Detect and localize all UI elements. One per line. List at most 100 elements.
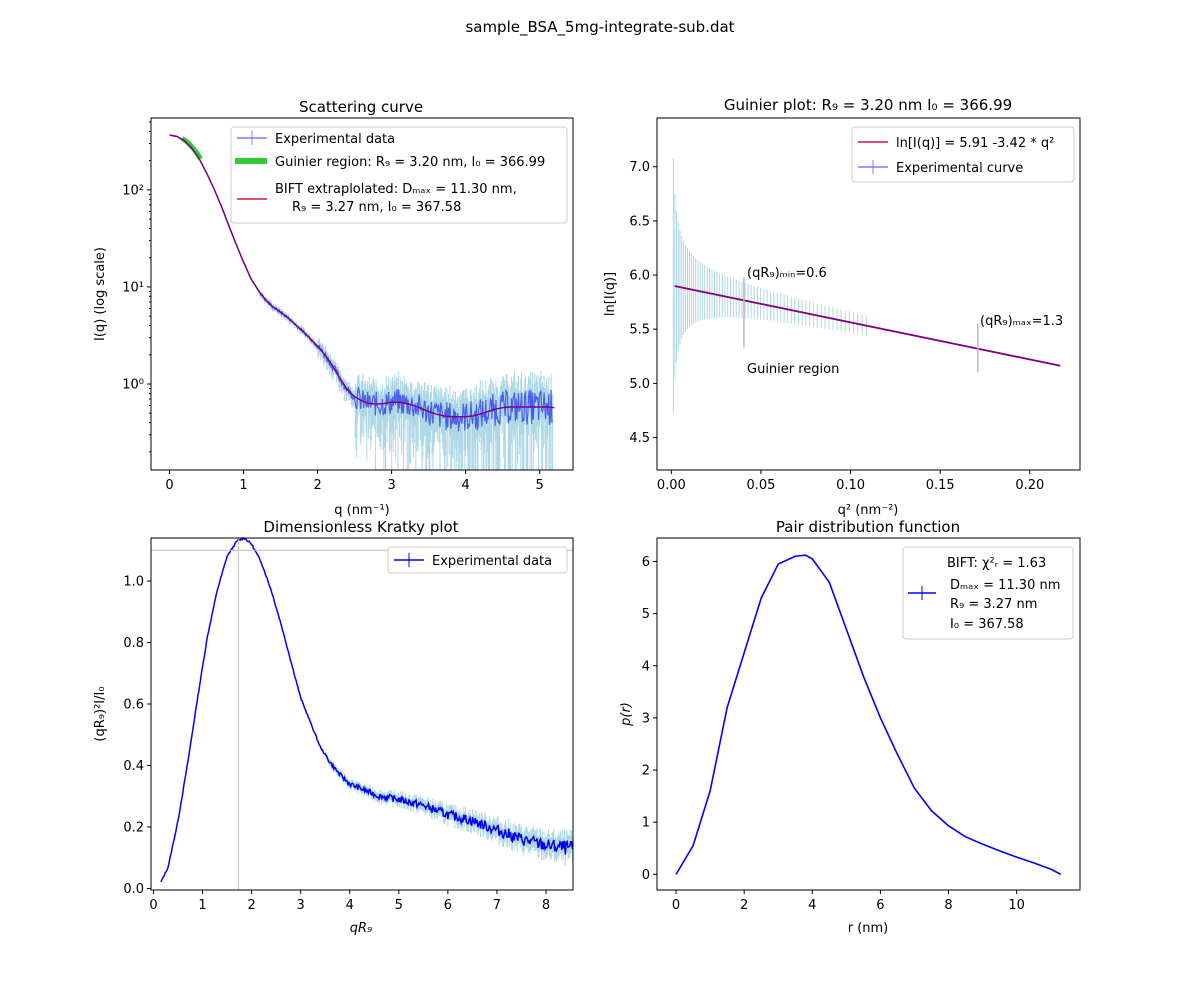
xtick-label: 2 (313, 478, 321, 493)
ytick-label: 6 (642, 555, 650, 570)
kratky-errorbars (325, 752, 573, 866)
pr-title: Pair distribution function (776, 518, 960, 536)
xtick-label: 0.10 (836, 478, 865, 493)
scattering-curve-panel: Scattering curve 0 1 2 3 4 5 10⁰ 10¹ 10² q (nm⁻¹… (93, 98, 574, 518)
series-kratky (160, 536, 574, 883)
series-guinier-region (180, 136, 203, 161)
pr-panel: Pair distribution function 0 2 4 6 8 10 0 1 2 3 4 5… (619, 518, 1081, 936)
guinier-plot-area (672, 158, 1061, 413)
legend-guinier: Guinier region: R₉ = 3.20 nm, I₀ = 366.9… (275, 155, 545, 170)
kratky-legend: Experimental data (387, 546, 568, 574)
series-guinier-fit (674, 285, 1061, 367)
xtick-label: 0 (165, 478, 173, 493)
ytick-label: 2 (642, 764, 650, 779)
legend-pr-chi: BIFT: χ²ᵣ = 1.63 (947, 556, 1046, 571)
xtick-label: 8 (944, 898, 952, 913)
legend-bift-line2: R₉ = 3.27 nm, I₀ = 367.58 (292, 200, 461, 215)
scattering-ylabel: I(q) (log scale) (93, 247, 108, 341)
legend-kratky: Experimental data (432, 554, 552, 569)
scattering-legend: Experimental data Guinier region: R₉ = 3… (230, 126, 568, 224)
guinier-panel: Guinier plot: R₉ = 3.20 nm I₀ = 366.99 0… (603, 96, 1081, 518)
series-pr (675, 554, 1062, 876)
legend-guinier-fit: ln[I(q)] = 5.91 -3.42 * q² (896, 136, 1054, 151)
ytick-label: 4 (642, 659, 650, 674)
ytick-label: 0.6 (123, 698, 144, 713)
xtick-label: 5 (536, 478, 544, 493)
guinier-annot-region: Guinier region (747, 362, 839, 377)
guinier-annot-qrg-min: (qR₉)ₘᵢₙ=0.6 (747, 266, 827, 281)
xtick-label: 2 (247, 898, 255, 913)
xtick-label: 0 (672, 898, 680, 913)
ytick-label: 4.5 (629, 431, 650, 446)
xtick-label: 1 (239, 478, 247, 493)
xtick-label: 6 (876, 898, 884, 913)
pr-axes-frame (656, 537, 1081, 891)
kratky-xlabel: qR₉ (350, 921, 373, 936)
scattering-ticks: 0 1 2 3 4 5 10⁰ 10¹ 10² (122, 121, 544, 493)
kratky-panel: Dimensionless Kratky plot 0 1 2 3 4 5 6 7 8 0.0 0.… (93, 518, 574, 936)
xtick-label: 0.00 (657, 478, 686, 493)
guinier-title: Guinier plot: R₉ = 3.20 nm I₀ = 366.99 (724, 96, 1012, 114)
ytick-label: 10¹ (122, 280, 144, 295)
ytick-label: 0 (642, 868, 650, 883)
scattering-xlabel: q (nm⁻¹) (334, 503, 390, 518)
ytick-label: 5.0 (629, 377, 650, 392)
ytick-label: 5 (642, 607, 650, 622)
ytick-label: 6.0 (629, 269, 650, 284)
xtick-label: 2 (740, 898, 748, 913)
ytick-label: 6.5 (629, 214, 650, 229)
xtick-label: 6 (444, 898, 452, 913)
legend-pr-rg: R₉ = 3.27 nm (950, 597, 1037, 612)
xtick-label: 10 (1008, 898, 1025, 913)
kratky-ticks: 0 1 2 3 4 5 6 7 8 0.0 0.2 0.4 0.6 0.8 1.0 (123, 575, 550, 913)
kratky-axes-frame (150, 537, 574, 891)
legend-pr-dmax: Dₘₐₓ = 11.30 nm (950, 578, 1060, 593)
legend-bift-line1: BIFT extraplolated: Dₘₐₓ = 11.30 nm, (275, 182, 517, 197)
kratky-plot-area (151, 536, 574, 890)
kratky-title: Dimensionless Kratky plot (263, 518, 458, 536)
xtick-label: 4 (462, 478, 470, 493)
guinier-ylabel: ln[I(q)] (603, 272, 618, 316)
ytick-label: 0.8 (123, 636, 144, 651)
pr-ylabel: p(r) (619, 702, 634, 727)
xtick-label: 0.20 (1015, 478, 1044, 493)
ytick-label: 10² (122, 183, 144, 198)
ytick-label: 3 (642, 711, 650, 726)
ytick-label: 1.0 (123, 575, 144, 590)
legend-guinier-exp: Experimental curve (896, 161, 1023, 176)
pr-ticks: 0 2 4 6 8 10 0 1 2 3 4 5 6 (642, 555, 1025, 913)
pr-legend: BIFT: χ²ᵣ = 1.63 Dₘₐₓ = 11.30 nm R₉ = 3.… (902, 546, 1074, 640)
xtick-label: 3 (297, 898, 305, 913)
xtick-label: 4 (808, 898, 816, 913)
ytick-label: 0.4 (123, 759, 144, 774)
ytick-label: 1 (642, 816, 650, 831)
ytick-label: 7.0 (629, 160, 650, 175)
xtick-label: 3 (387, 478, 395, 493)
guinier-axes-frame (656, 117, 1081, 471)
guinier-ticks: 0.00 0.05 0.10 0.15 0.20 4.5 5.0 5.5 6.0 6.5 7.0 (629, 160, 1044, 493)
figure-suptitle: sample_BSA_5mg-integrate-sub.dat (465, 18, 734, 37)
legend-experimental: Experimental data (275, 132, 395, 147)
legend-pr-i0: I₀ = 367.58 (950, 617, 1024, 632)
series-bift (169, 134, 555, 418)
scattering-plot-area (169, 134, 555, 470)
ytick-label: 0.2 (123, 820, 144, 835)
scattering-title: Scattering curve (299, 98, 423, 116)
xtick-label: 4 (346, 898, 354, 913)
pr-plot-area (675, 554, 1062, 876)
ytick-label: 0.0 (123, 882, 144, 897)
xtick-label: 1 (198, 898, 206, 913)
guinier-annot-qrg-max: (qR₉)ₘₐₓ=1.3 (980, 314, 1063, 329)
scattering-axes-frame (150, 117, 574, 471)
xtick-label: 7 (493, 898, 501, 913)
ytick-label: 5.5 (629, 323, 650, 338)
guinier-xlabel: q² (nm⁻²) (838, 503, 899, 518)
ytick-label: 10⁰ (122, 377, 144, 392)
xtick-label: 0.15 (926, 478, 955, 493)
xtick-label: 8 (542, 898, 550, 913)
pr-xlabel: r (nm) (848, 921, 889, 936)
xtick-label: 0.05 (746, 478, 775, 493)
kratky-ylabel: (qR₉)²I/I₀ (93, 686, 108, 741)
xtick-label: 0 (149, 898, 157, 913)
